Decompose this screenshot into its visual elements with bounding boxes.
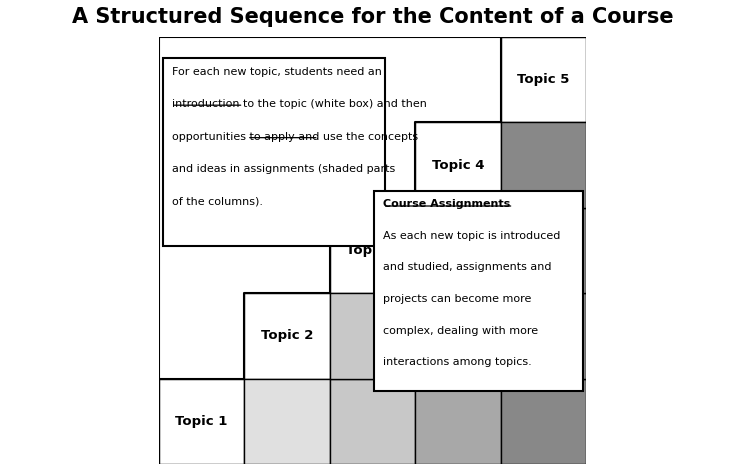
Text: opportunities to apply and use the concepts: opportunities to apply and use the conce…: [171, 132, 418, 142]
Bar: [244, 379, 330, 464]
Text: Topic 4: Topic 4: [431, 159, 484, 171]
Text: Topic 3: Topic 3: [346, 244, 399, 257]
Bar: [501, 293, 586, 379]
Text: Topic 1: Topic 1: [175, 415, 228, 428]
Text: projects can become more: projects can become more: [383, 294, 531, 304]
Text: Topic 2: Topic 2: [261, 329, 313, 342]
Bar: [415, 379, 501, 464]
Text: For each new topic, students need an: For each new topic, students need an: [171, 67, 381, 77]
Bar: [415, 208, 501, 293]
Text: As each new topic is introduced: As each new topic is introduced: [383, 231, 560, 241]
Bar: [330, 379, 415, 464]
Bar: [501, 37, 586, 122]
Bar: [501, 208, 586, 293]
Bar: [415, 293, 501, 379]
Text: and ideas in assignments (shaded parts: and ideas in assignments (shaded parts: [171, 164, 395, 174]
Bar: [415, 122, 501, 208]
Text: introduction to the topic (white box) and then: introduction to the topic (white box) an…: [171, 99, 427, 109]
Text: Course Assignments: Course Assignments: [383, 199, 510, 209]
Bar: [163, 58, 385, 246]
Bar: [330, 293, 415, 379]
Text: of the columns).: of the columns).: [171, 196, 263, 207]
Bar: [330, 208, 415, 293]
Text: interactions among topics.: interactions among topics.: [383, 357, 531, 367]
Bar: [159, 379, 244, 464]
Bar: [374, 191, 583, 391]
Title: A Structured Sequence for the Content of a Course: A Structured Sequence for the Content of…: [72, 7, 673, 27]
Bar: [501, 122, 586, 208]
Text: and studied, assignments and: and studied, assignments and: [383, 262, 551, 272]
Bar: [501, 379, 586, 464]
Text: Topic 5: Topic 5: [517, 73, 570, 86]
Text: complex, dealing with more: complex, dealing with more: [383, 325, 538, 336]
Bar: [244, 293, 330, 379]
